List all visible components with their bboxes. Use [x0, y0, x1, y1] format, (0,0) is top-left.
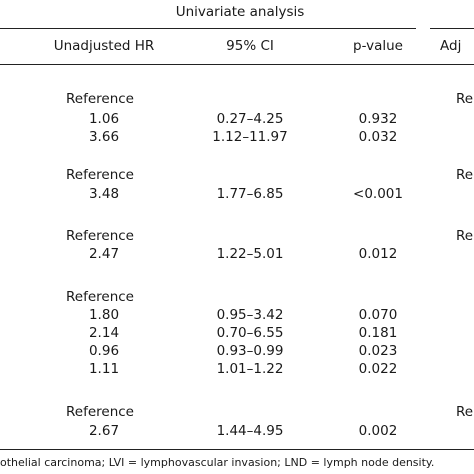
- group-4-row-3-hr: 0.96: [88, 343, 120, 359]
- group-1-row-1-hr: 1.06: [88, 111, 120, 127]
- group-4-row-4-p: 0.022: [358, 361, 398, 377]
- group-3-reference: Reference: [66, 228, 134, 244]
- column-header-p-value: p-value: [353, 38, 403, 54]
- group-2-row-1-p: <0.001: [353, 186, 403, 202]
- group-3-row-1-hr: 2.47: [88, 246, 120, 262]
- group-4-row-3-p: 0.023: [358, 343, 398, 359]
- column-header-95-ci: 95% CI: [226, 38, 274, 54]
- group-5-row-1-hr: 2.67: [88, 423, 120, 439]
- group-4-row-3-ci: 0.93–0.99: [216, 343, 284, 359]
- group-1-reference: Reference: [66, 91, 134, 107]
- group-5-row-1-ci: 1.44–4.95: [216, 423, 284, 439]
- group-4-row-1-hr: 1.80: [88, 307, 120, 323]
- table-bottom-rule: [0, 449, 474, 450]
- header-bottom-rule: [0, 64, 474, 65]
- column-header-unadjusted-hr: Unadjusted HR: [53, 38, 155, 54]
- group-4-row-1-ci: 0.95–3.42: [216, 307, 284, 323]
- group-4-row-2-ci: 0.70–6.55: [216, 325, 284, 341]
- group-5-adj-reference: Re: [456, 404, 474, 420]
- group-3-adj-reference: Re: [456, 228, 474, 244]
- group-header-rule: [0, 28, 416, 29]
- group-1-row-1-ci: 0.27–4.25: [216, 111, 284, 127]
- group-2-adj-reference: Re: [456, 167, 474, 183]
- univariate-analysis-title: Univariate analysis: [175, 4, 305, 20]
- group-4-row-4-hr: 1.11: [88, 361, 120, 377]
- group-4-row-1-p: 0.070: [358, 307, 398, 323]
- group-1-row-2-ci: 1.12–11.97: [212, 129, 288, 145]
- group-1-adj-reference: Re: [456, 91, 474, 107]
- group-5-row-1-p: 0.002: [358, 423, 398, 439]
- group-1-row-1-p: 0.932: [358, 111, 398, 127]
- group-1-row-2-p: 0.032: [358, 129, 398, 145]
- group-2-reference: Reference: [66, 167, 134, 183]
- group-4-reference: Reference: [66, 289, 134, 305]
- group-1-row-2-hr: 3.66: [88, 129, 120, 145]
- group-2-row-1-hr: 3.48: [88, 186, 120, 202]
- group-5-reference: Reference: [66, 404, 134, 420]
- column-header-adjusted-partial: Adj: [440, 38, 462, 54]
- group-2-row-1-ci: 1.77–6.85: [216, 186, 284, 202]
- group-4-row-2-p: 0.181: [358, 325, 398, 341]
- adj-group-header-rule: [430, 28, 474, 29]
- group-4-row-2-hr: 2.14: [88, 325, 120, 341]
- group-3-row-1-p: 0.012: [358, 246, 398, 262]
- group-3-row-1-ci: 1.22–5.01: [216, 246, 284, 262]
- group-4-row-4-ci: 1.01–1.22: [216, 361, 284, 377]
- table-footnote: othelial carcinoma; LVI = lymphovascular…: [0, 456, 435, 469]
